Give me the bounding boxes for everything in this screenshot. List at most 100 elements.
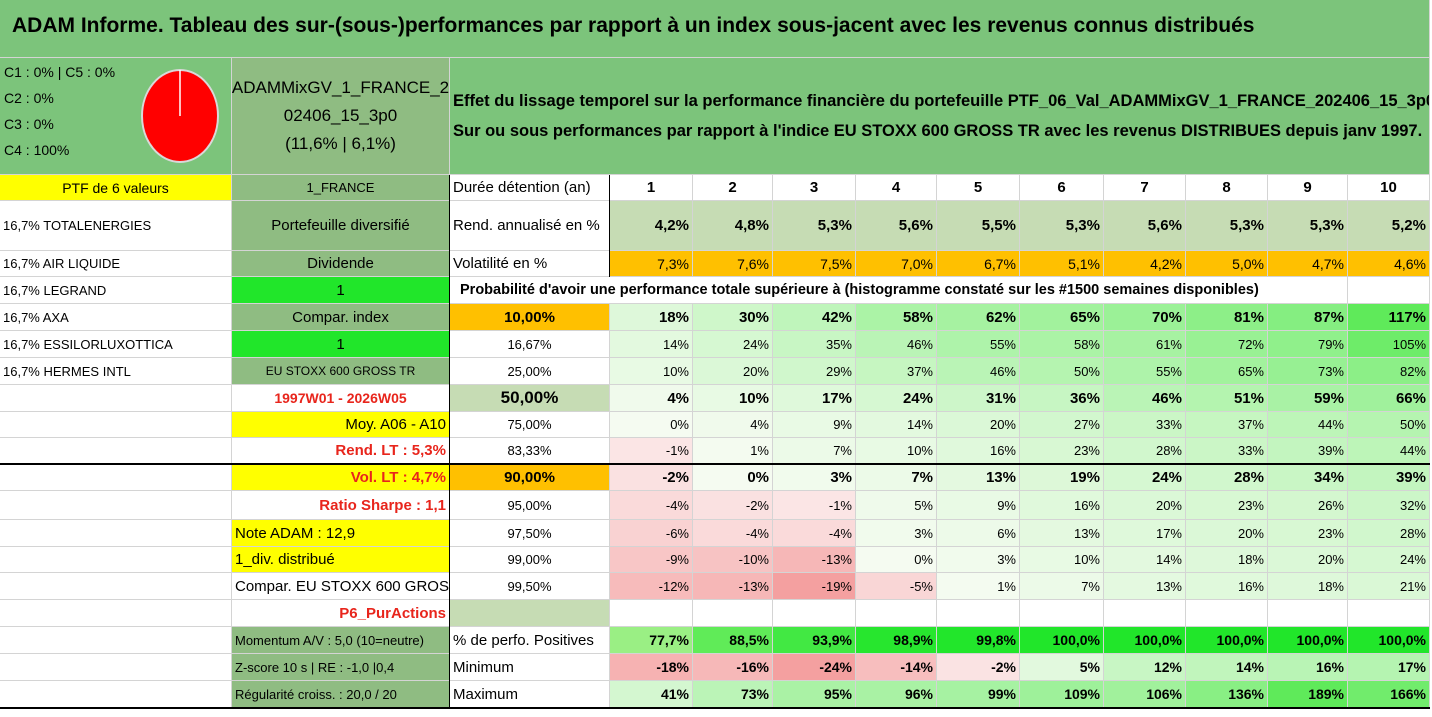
- probability-value: 4%: [610, 385, 693, 412]
- probability-value: -13%: [773, 547, 856, 573]
- rend-value: 5,6%: [1104, 201, 1186, 251]
- info-cell: 1_div. distribué: [232, 547, 450, 573]
- vol-value: 6,7%: [937, 251, 1020, 277]
- vol-value: 7,3%: [610, 251, 693, 277]
- year-header: 8: [1186, 175, 1268, 201]
- allocation-pie-chart: [141, 69, 219, 163]
- maximum-value: 41%: [610, 681, 693, 708]
- probability-threshold: 83,33%: [450, 438, 610, 464]
- empty-cell: [0, 491, 232, 520]
- probability-value: 10%: [610, 358, 693, 385]
- probability-value: 32%: [1348, 491, 1430, 520]
- probability-value: -2%: [693, 491, 773, 520]
- portfolio-name-line: (11,6% | 6,1%): [285, 134, 396, 153]
- empty-cell: [0, 385, 232, 412]
- probability-value: -4%: [773, 520, 856, 547]
- probability-value: 24%: [1104, 464, 1186, 491]
- probability-value: 14%: [610, 331, 693, 358]
- probability-value: 18%: [610, 304, 693, 331]
- probability-value: 18%: [1268, 573, 1348, 600]
- year-header: 9: [1268, 175, 1348, 201]
- probability-value: 4%: [693, 412, 773, 438]
- column-rule: [609, 175, 610, 277]
- minimum-value: -2%: [937, 654, 1020, 681]
- probability-value: 13%: [1020, 520, 1104, 547]
- probability-value: 7%: [856, 464, 937, 491]
- empty-cell: [1348, 277, 1430, 304]
- vol-value: 7,0%: [856, 251, 937, 277]
- positives-value: 100,0%: [1268, 627, 1348, 654]
- probability-value: 81%: [1186, 304, 1268, 331]
- ptf-header: PTF de 6 valeurs: [0, 175, 232, 201]
- probability-value: -1%: [773, 491, 856, 520]
- probability-value: 16%: [1020, 491, 1104, 520]
- probability-value: 29%: [773, 358, 856, 385]
- empty-cell: [0, 464, 232, 491]
- holding-item: 16,7% ESSILORLUXOTTICA: [0, 331, 232, 358]
- empty-cell: [610, 600, 693, 627]
- probability-threshold: 97,50%: [450, 520, 610, 547]
- year-header: 2: [693, 175, 773, 201]
- probability-value: 50%: [1348, 412, 1430, 438]
- description-block: Effet du lissage temporel sur la perform…: [450, 58, 1430, 175]
- pie-legend-item: C1 : 0% | C5 : 0%: [4, 64, 116, 80]
- positives-value: 99,8%: [937, 627, 1020, 654]
- probability-value: 58%: [856, 304, 937, 331]
- minimum-value: -16%: [693, 654, 773, 681]
- positives-value: 93,9%: [773, 627, 856, 654]
- maximum-value: 109%: [1020, 681, 1104, 708]
- info-cell: Portefeuille diversifié: [232, 201, 450, 251]
- probability-value: 34%: [1268, 464, 1348, 491]
- pie-legend-item: C2 : 0%: [4, 90, 54, 106]
- empty-cell: [0, 412, 232, 438]
- probability-value: 7%: [1020, 573, 1104, 600]
- probability-value: -6%: [610, 520, 693, 547]
- probability-value: 73%: [1268, 358, 1348, 385]
- probability-value: -4%: [693, 520, 773, 547]
- maximum-label: Maximum: [450, 681, 610, 708]
- maximum-value: 99%: [937, 681, 1020, 708]
- probability-value: 23%: [1020, 438, 1104, 464]
- minimum-value: 5%: [1020, 654, 1104, 681]
- minimum-value: 16%: [1268, 654, 1348, 681]
- probability-value: 13%: [937, 464, 1020, 491]
- empty-cell: [0, 600, 232, 627]
- probability-value: 24%: [856, 385, 937, 412]
- rend-label: Rend. annualisé en %: [450, 201, 610, 251]
- probability-value: 19%: [1020, 464, 1104, 491]
- probability-value: 28%: [1348, 520, 1430, 547]
- empty-cell: [856, 600, 937, 627]
- probability-value: 46%: [1104, 385, 1186, 412]
- probability-value: 23%: [1186, 491, 1268, 520]
- probability-value: 55%: [1104, 358, 1186, 385]
- bottom-rule: [0, 707, 1430, 709]
- year-header: 3: [773, 175, 856, 201]
- portfolio-name-block: ADAMMixGV_1_FRANCE_2 02406_15_3p0 (11,6% |…: [232, 58, 450, 175]
- vol-value: 5,0%: [1186, 251, 1268, 277]
- probability-value: -9%: [610, 547, 693, 573]
- info-cell: Z-score 10 s | RE : -1,0 |0,4: [232, 654, 450, 681]
- empty-cell: [0, 681, 232, 708]
- year-header: 7: [1104, 175, 1186, 201]
- positives-value: 88,5%: [693, 627, 773, 654]
- probability-value: 16%: [1186, 573, 1268, 600]
- probability-threshold: 10,00%: [450, 304, 610, 331]
- minimum-label: Minimum: [450, 654, 610, 681]
- vol-value: 4,7%: [1268, 251, 1348, 277]
- probability-value: 6%: [937, 520, 1020, 547]
- probability-value: 59%: [1268, 385, 1348, 412]
- probability-value: 87%: [1268, 304, 1348, 331]
- maximum-value: 106%: [1104, 681, 1186, 708]
- probability-value: 7%: [773, 438, 856, 464]
- vol-value: 4,2%: [1104, 251, 1186, 277]
- info-cell: Moy. A06 - A10: [232, 412, 450, 438]
- probability-threshold: 25,00%: [450, 358, 610, 385]
- maximum-value: 136%: [1186, 681, 1268, 708]
- p6-color-block: [450, 600, 610, 627]
- probability-value: 3%: [937, 547, 1020, 573]
- probability-value: -2%: [610, 464, 693, 491]
- info-cell: Note ADAM : 12,9: [232, 520, 450, 547]
- empty-cell: [1268, 600, 1348, 627]
- info-cell: 1: [232, 331, 450, 358]
